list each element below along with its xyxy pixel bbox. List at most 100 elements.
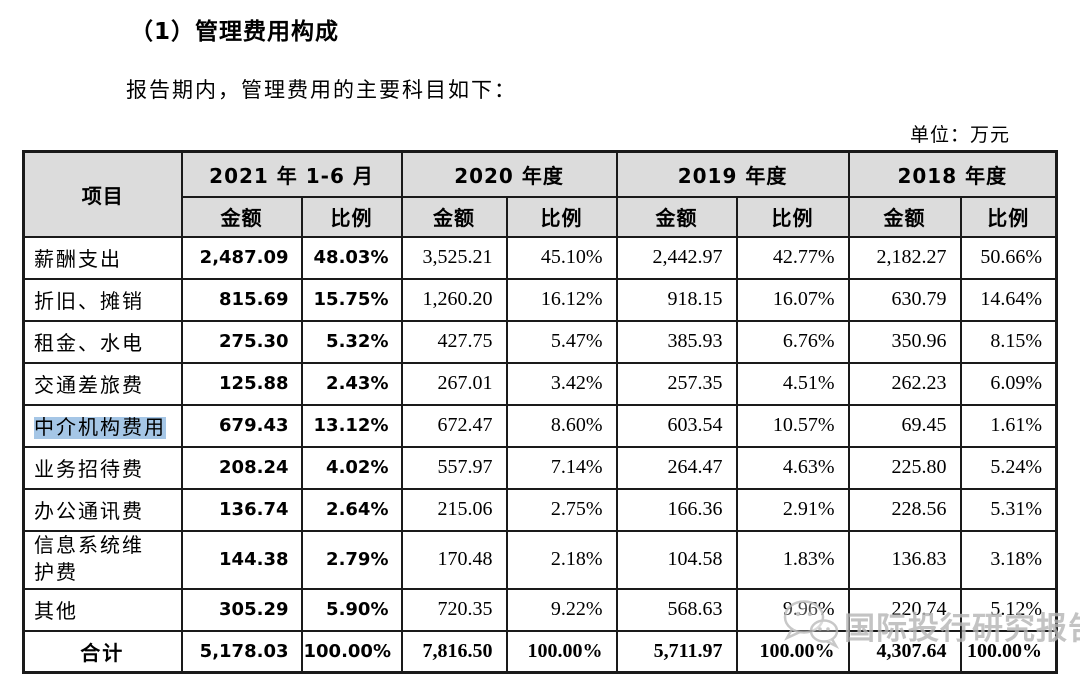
cell-2021-ratio: 5.32% (300, 319, 403, 364)
row-label: 办公通讯费 (34, 501, 144, 523)
sub-header-amount: 金额 (180, 195, 303, 238)
row-label: 业务招待费 (34, 459, 144, 481)
table-row: 租金、水电 275.30 5.32% 427.75 5.47% 385.93 6… (22, 319, 1058, 364)
cell-2018-amount-total: 4,307.64 (847, 629, 962, 674)
cell-2018-amount: 2,182.27 (847, 235, 962, 280)
row-label: 折旧、摊销 (34, 291, 144, 313)
cell-2019-amount: 918.15 (615, 277, 738, 322)
cell-2020-ratio: 45.10% (505, 235, 618, 280)
cell-2021-amount: 305.29 (180, 587, 303, 632)
cell-2021-ratio: 2.64% (300, 487, 403, 532)
table-row: 业务招待费 208.24 4.02% 557.97 7.14% 264.47 4… (22, 445, 1058, 490)
table-row-highlighted: 中介机构费用 679.43 13.12% 672.47 8.60% 603.54… (22, 403, 1058, 448)
sub-header-ratio: 比例 (959, 195, 1058, 238)
page-title: （1）管理费用构成 (130, 19, 340, 45)
cell-2018-ratio: 8.15% (959, 319, 1058, 364)
cell-2020-ratio: 9.22% (505, 587, 618, 632)
cell-2019-ratio: 4.63% (735, 445, 850, 490)
cell-2019-amount: 264.47 (615, 445, 738, 490)
cell-2020-amount: 215.06 (400, 487, 508, 532)
cell-2020-ratio: 2.18% (505, 529, 618, 590)
cell-2021-amount: 136.74 (180, 487, 303, 532)
sub-header-amount: 金额 (400, 195, 508, 238)
col-header-2020: 2020 年度 (400, 150, 618, 198)
cell-2018-amount: 220.74 (847, 587, 962, 632)
cell-2021-amount: 275.30 (180, 319, 303, 364)
cell-2019-ratio: 2.91% (735, 487, 850, 532)
cell-2019-ratio: 1.83% (735, 529, 850, 590)
total-row-label: 合计 (22, 629, 183, 674)
cell-2019-amount-total: 5,711.97 (615, 629, 738, 674)
cell-2021-amount: 125.88 (180, 361, 303, 406)
cell-2020-ratio: 2.75% (505, 487, 618, 532)
cell-2019-amount: 104.58 (615, 529, 738, 590)
cell-2021-amount: 815.69 (180, 277, 303, 322)
cell-2020-ratio: 16.12% (505, 277, 618, 322)
cell-2019-amount: 568.63 (615, 587, 738, 632)
cell-2018-ratio: 1.61% (959, 403, 1058, 448)
expense-table: 项目 2021 年 1-6 月 2020 年度 2019 年度 2018 年度 … (22, 150, 1059, 674)
cell-2020-amount: 672.47 (400, 403, 508, 448)
cell-2018-amount: 136.83 (847, 529, 962, 590)
table-row: 其他 305.29 5.90% 720.35 9.22% 568.63 9.96… (22, 587, 1058, 632)
cell-2018-ratio: 5.24% (959, 445, 1058, 490)
cell-2018-ratio-total: 100.00% (959, 629, 1058, 674)
cell-2021-ratio: 2.43% (300, 361, 403, 406)
cell-2019-ratio: 16.07% (735, 277, 850, 322)
cell-2020-amount: 557.97 (400, 445, 508, 490)
cell-2019-amount: 385.93 (615, 319, 738, 364)
sub-header-ratio: 比例 (300, 195, 403, 238)
cell-2021-amount: 2,487.09 (180, 235, 303, 280)
cell-2020-ratio: 5.47% (505, 319, 618, 364)
cell-2019-ratio: 6.76% (735, 319, 850, 364)
table-total-row: 合计 5,178.03 100.00% 7,816.50 100.00% 5,7… (22, 629, 1058, 674)
cell-2019-amount: 2,442.97 (615, 235, 738, 280)
cell-2020-amount: 267.01 (400, 361, 508, 406)
cell-2020-amount: 3,525.21 (400, 235, 508, 280)
cell-2019-ratio: 10.57% (735, 403, 850, 448)
cell-2020-ratio: 3.42% (505, 361, 618, 406)
cell-2021-amount: 144.38 (180, 529, 303, 590)
cell-2020-amount: 170.48 (400, 529, 508, 590)
cell-2021-amount: 208.24 (180, 445, 303, 490)
cell-2020-amount: 720.35 (400, 587, 508, 632)
cell-2019-amount: 603.54 (615, 403, 738, 448)
row-label: 交通差旅费 (34, 375, 144, 397)
cell-2020-ratio: 7.14% (505, 445, 618, 490)
cell-2020-ratio: 8.60% (505, 403, 618, 448)
cell-2020-ratio-total: 100.00% (505, 629, 618, 674)
cell-2018-amount: 228.56 (847, 487, 962, 532)
col-header-2019: 2019 年度 (615, 150, 850, 198)
table-row: 办公通讯费 136.74 2.64% 215.06 2.75% 166.36 2… (22, 487, 1058, 532)
row-label: 薪酬支出 (34, 249, 122, 271)
sub-header-ratio: 比例 (505, 195, 618, 238)
cell-2019-ratio: 9.96% (735, 587, 850, 632)
cell-2021-amount-total: 5,178.03 (180, 629, 303, 674)
cell-2019-amount: 166.36 (615, 487, 738, 532)
table-row: 信息系统维护费 144.38 2.79% 170.48 2.18% 104.58… (22, 529, 1058, 590)
cell-2021-ratio-total: 100.00% (300, 629, 403, 674)
cell-2018-ratio: 3.18% (959, 529, 1058, 590)
cell-2018-ratio: 5.12% (959, 587, 1058, 632)
cell-2019-ratio: 4.51% (735, 361, 850, 406)
row-label: 租金、水电 (34, 333, 144, 355)
row-label: 其他 (34, 601, 78, 623)
cell-2020-amount-total: 7,816.50 (400, 629, 508, 674)
cell-2021-ratio: 2.79% (300, 529, 403, 590)
unit-label: 单位：万元 (909, 125, 1010, 146)
cell-2019-amount: 257.35 (615, 361, 738, 406)
table-header-row-years: 项目 2021 年 1-6 月 2020 年度 2019 年度 2018 年度 (22, 150, 1058, 238)
cell-2021-ratio: 15.75% (300, 277, 403, 322)
cell-2021-ratio: 5.90% (300, 587, 403, 632)
cell-2021-ratio: 4.02% (300, 445, 403, 490)
col-header-2018: 2018 年度 (847, 150, 1058, 198)
sub-header-ratio: 比例 (735, 195, 850, 238)
cell-2020-amount: 427.75 (400, 319, 508, 364)
cell-2018-amount: 350.96 (847, 319, 962, 364)
cell-2018-ratio: 6.09% (959, 361, 1058, 406)
col-header-2021: 2021 年 1-6 月 (180, 150, 403, 198)
table-row: 薪酬支出 2,487.09 48.03% 3,525.21 45.10% 2,4… (22, 235, 1058, 280)
sub-header-amount: 金额 (847, 195, 962, 238)
cell-2018-amount: 225.80 (847, 445, 962, 490)
